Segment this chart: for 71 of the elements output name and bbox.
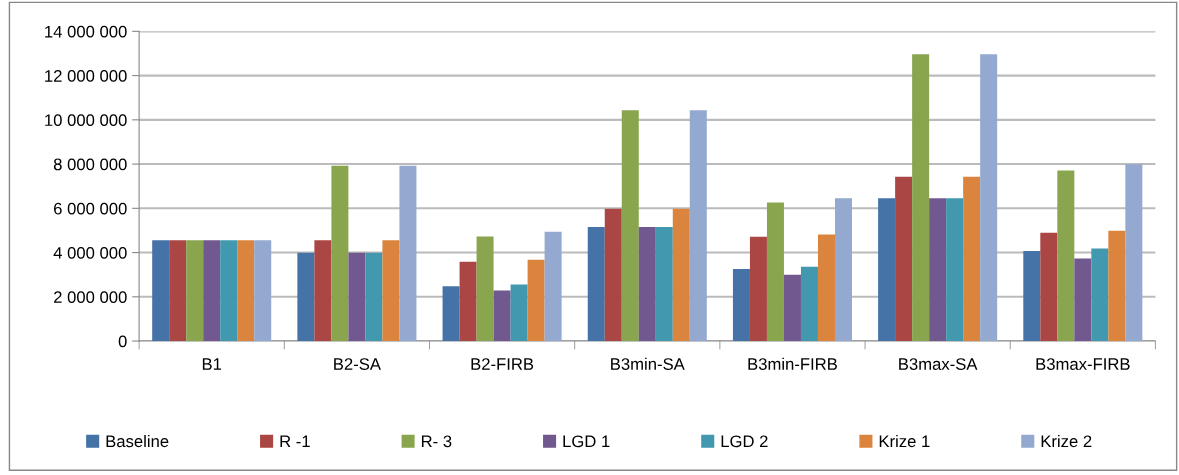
bar [365, 252, 383, 342]
x-tick-label: B2-SA [334, 358, 381, 370]
bar [544, 231, 562, 342]
y-tick-label: 14 000 000 [45, 25, 127, 38]
bar [1023, 251, 1041, 342]
legend-label: Baseline [106, 434, 169, 448]
bar [689, 110, 707, 342]
bar [459, 261, 477, 342]
bar [314, 240, 332, 342]
bar [800, 266, 818, 342]
bar [980, 54, 998, 342]
bar [1091, 248, 1109, 342]
bar [527, 259, 545, 342]
legend-label: Krize 2 [1041, 434, 1092, 448]
bar [254, 240, 272, 342]
legend-label: R- 3 [421, 435, 452, 448]
y-tick-label: 2 000 000 [54, 291, 127, 304]
y-tick-label: 12 000 000 [45, 69, 127, 82]
bar [203, 240, 221, 342]
x-tick-label: B2-FIRB [471, 358, 534, 370]
x-tick-label: B3min-FIRB [748, 357, 837, 370]
bar [1040, 232, 1058, 342]
bar [169, 240, 187, 342]
x-tick-label: B1 [202, 358, 222, 370]
bar [237, 240, 255, 342]
y-tick-label: 6 000 000 [54, 202, 127, 215]
bar [382, 240, 400, 342]
bar [834, 198, 852, 342]
y-tick-label: 0 [118, 335, 127, 348]
bar [749, 236, 767, 342]
bar [493, 290, 511, 342]
legend-label: Krize 1 [879, 434, 930, 448]
bar [895, 176, 913, 342]
y-tick-label: 4 000 000 [53, 246, 127, 259]
bar [672, 208, 690, 342]
x-tick-label: B3max-SA [899, 358, 978, 370]
legend-label: LGD 1 [563, 435, 610, 448]
bar [399, 165, 417, 342]
bar [1057, 170, 1075, 342]
bar [510, 284, 528, 342]
bar [476, 236, 494, 342]
bar [348, 252, 366, 342]
bar [186, 240, 204, 342]
bar [732, 268, 750, 342]
bar [766, 202, 784, 342]
bar [783, 274, 801, 342]
bar [1074, 258, 1092, 342]
bar [297, 252, 315, 342]
bar [912, 54, 930, 342]
bar [331, 165, 349, 342]
bar [929, 198, 947, 342]
bar [621, 110, 639, 342]
bar [152, 240, 170, 342]
x-tick-label: B3min-SA [611, 357, 685, 370]
y-tick-label: 10 000 000 [45, 114, 127, 127]
bar [655, 226, 673, 342]
bar [638, 226, 656, 342]
bar [946, 198, 964, 342]
bar [442, 286, 460, 342]
y-tick-label: 8 000 000 [53, 158, 127, 171]
bar [587, 226, 605, 342]
bar [220, 240, 238, 342]
bar [878, 198, 896, 342]
bar [1108, 230, 1126, 342]
bar [1125, 164, 1143, 342]
legend-label: R -1 [280, 435, 310, 448]
bar [604, 208, 622, 342]
bar [963, 176, 981, 342]
legend-label: LGD 2 [721, 435, 768, 448]
bar [817, 234, 835, 342]
x-tick-label: B3max-FIRB [1036, 358, 1130, 370]
